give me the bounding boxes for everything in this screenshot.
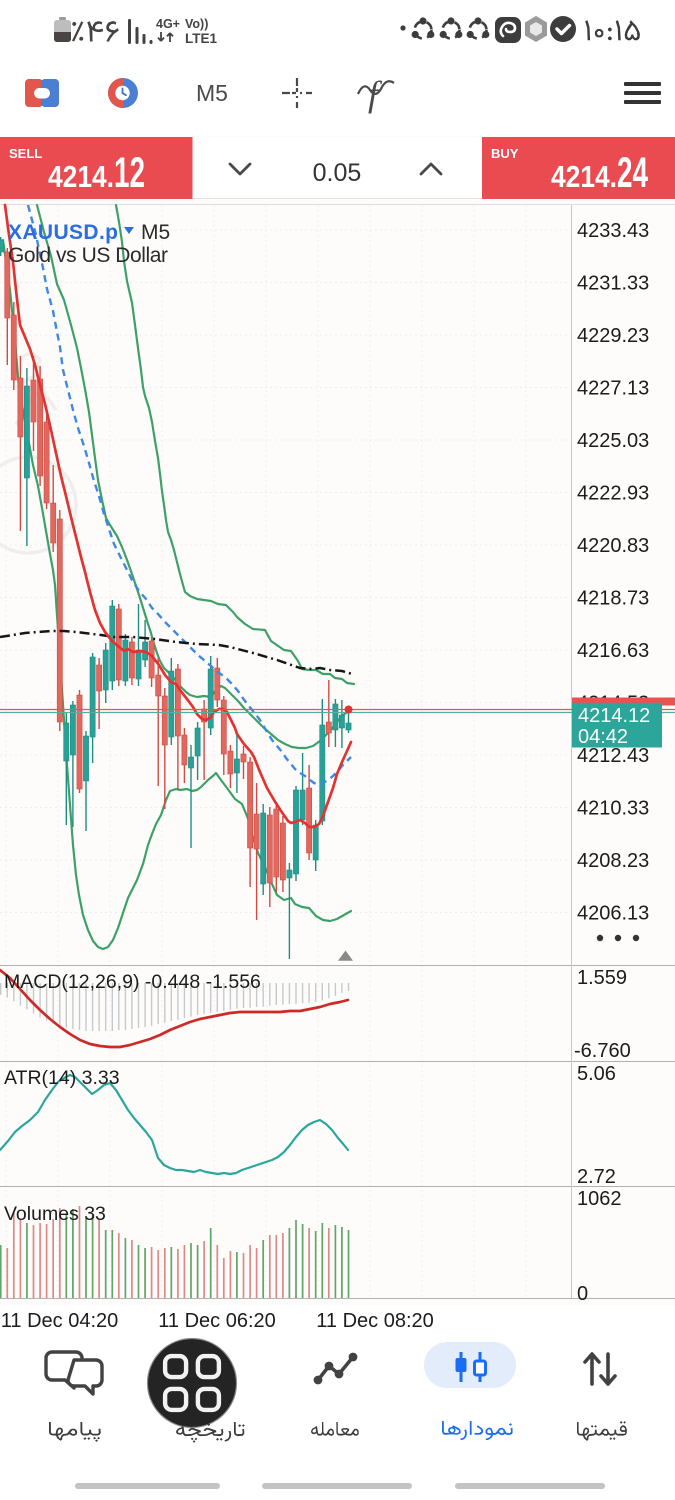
svg-text:4210.33: 4210.33: [577, 798, 649, 820]
svg-text:XAUUSD.p: XAUUSD.p: [8, 221, 118, 244]
svg-text:4212.43: 4212.43: [577, 745, 649, 767]
svg-text:2.72: 2.72: [577, 1166, 616, 1188]
svg-text:0: 0: [577, 1283, 588, 1305]
svg-text:BUY: BUY: [491, 146, 519, 161]
svg-text:4227.13: 4227.13: [577, 378, 649, 400]
svg-text:4229.23: 4229.23: [577, 325, 649, 347]
svg-text:4208.23: 4208.23: [577, 850, 649, 872]
svg-text:12: 12: [114, 149, 145, 197]
svg-text:4216.63: 4216.63: [577, 640, 649, 662]
svg-text:4218.73: 4218.73: [577, 588, 649, 610]
svg-text:M5: M5: [141, 221, 170, 244]
svg-text:4233.43: 4233.43: [577, 220, 649, 242]
svg-text:4214.12: 4214.12: [578, 705, 650, 727]
svg-text:24: 24: [617, 149, 648, 197]
svg-text:Gold vs US Dollar: Gold vs US Dollar: [8, 244, 168, 267]
svg-text:4206.13: 4206.13: [577, 903, 649, 925]
svg-text:Vo)): Vo)): [185, 17, 208, 31]
svg-text:4214.: 4214.: [48, 159, 114, 194]
svg-text:4214.: 4214.: [551, 159, 617, 194]
svg-text:LTE1: LTE1: [185, 31, 217, 46]
svg-text:4G+: 4G+: [156, 17, 180, 31]
svg-text:MACD(12,26,9) -0.448 -1.556: MACD(12,26,9) -0.448 -1.556: [4, 971, 261, 993]
svg-text:-6.760: -6.760: [574, 1040, 631, 1062]
svg-text:Volumes 33: Volumes 33: [4, 1203, 106, 1225]
svg-text:11 Dec 04:20: 11 Dec 04:20: [1, 1310, 119, 1332]
svg-text:04:42: 04:42: [578, 726, 628, 748]
svg-text:1.559: 1.559: [577, 967, 627, 989]
svg-text:SELL: SELL: [9, 146, 42, 161]
svg-text:4222.93: 4222.93: [577, 483, 649, 505]
svg-text:M5: M5: [196, 80, 228, 106]
svg-text:1062: 1062: [577, 1188, 622, 1210]
svg-text:4225.03: 4225.03: [577, 430, 649, 452]
svg-text:5.06: 5.06: [577, 1063, 616, 1085]
svg-text:0.05: 0.05: [313, 159, 362, 187]
svg-text:4231.33: 4231.33: [577, 273, 649, 295]
svg-text:11 Dec 06:20: 11 Dec 06:20: [158, 1310, 276, 1332]
svg-text:11 Dec 08:20: 11 Dec 08:20: [316, 1310, 434, 1332]
svg-text:4220.83: 4220.83: [577, 535, 649, 557]
svg-text:ATR(14) 3.33: ATR(14) 3.33: [4, 1067, 120, 1089]
